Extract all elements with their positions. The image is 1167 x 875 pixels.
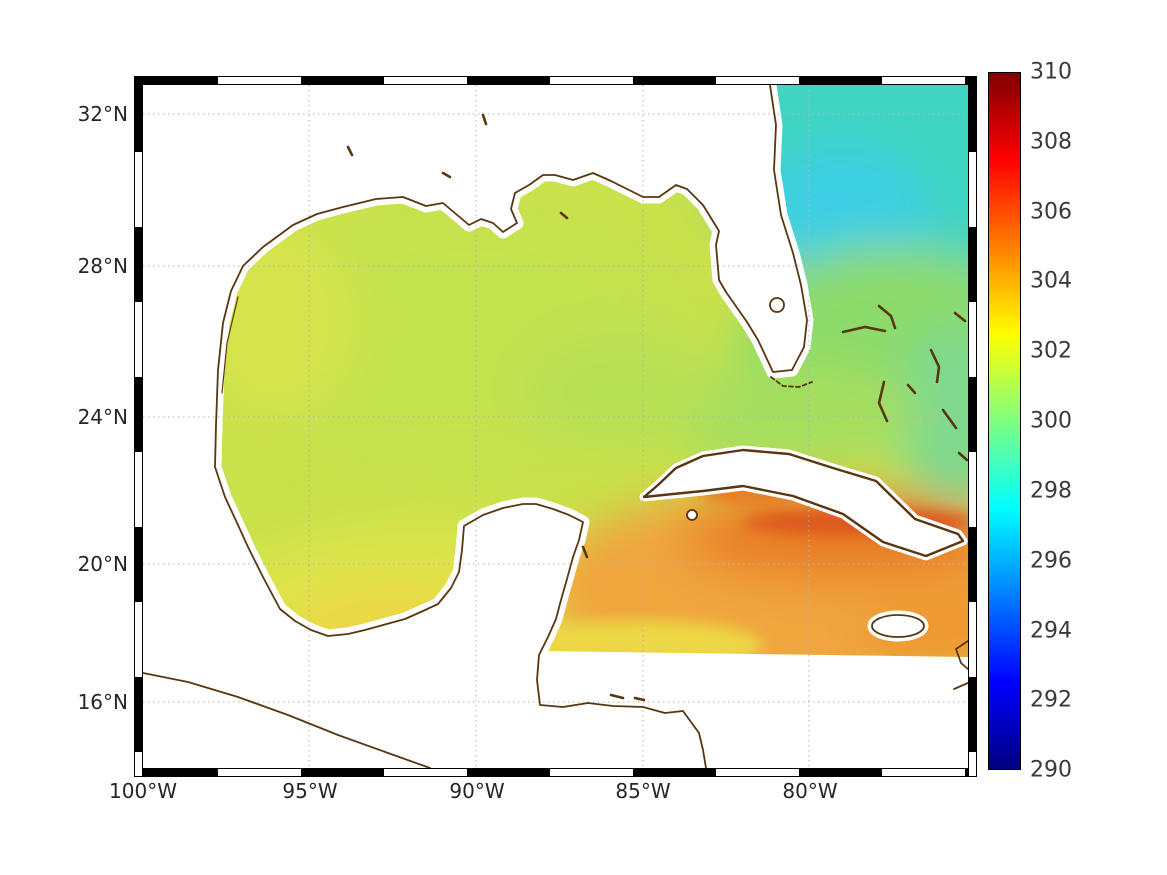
- colorbar-tick-290: 290: [1030, 757, 1072, 783]
- coastlines: [143, 85, 968, 768]
- colorbar-tick-298: 298: [1030, 478, 1072, 504]
- y-tick-32n: 32°N: [77, 102, 128, 126]
- field-straits-green: [658, 360, 918, 470]
- florida-keys: [770, 376, 813, 388]
- colorbar-tick-304: 304: [1030, 268, 1072, 294]
- map-frame-bottom: [134, 768, 977, 777]
- y-tick-24n: 24°N: [77, 405, 128, 429]
- hispaniola-edge: [953, 640, 968, 690]
- colorbar-tick-292: 292: [1030, 687, 1072, 713]
- colorbar-tick-302: 302: [1030, 338, 1072, 364]
- colorbar-tick-308: 308: [1030, 129, 1072, 155]
- y-tick-20n: 20°N: [77, 552, 128, 576]
- map-frame-left: [134, 76, 143, 777]
- colorbar-gradient: [988, 72, 1021, 770]
- field-loop-current: [528, 335, 718, 445]
- graticule: [143, 85, 968, 768]
- colorbar-tick-300: 300: [1030, 408, 1072, 434]
- map-canvas: [143, 85, 968, 768]
- isla-juventud: [686, 509, 698, 521]
- pacific-coastline: [143, 672, 431, 768]
- y-tick-16n: 16°N: [77, 690, 128, 714]
- colorbar-tick-306: 306: [1030, 199, 1072, 225]
- colorbar-tick-296: 296: [1030, 548, 1072, 574]
- jamaica-island: [871, 614, 925, 638]
- colorbar-tick-310: 310: [1030, 59, 1072, 85]
- field-right-green: [891, 325, 968, 505]
- x-tick-80w: 80°W: [782, 779, 838, 803]
- x-tick-90w: 90°W: [449, 779, 505, 803]
- y-tick-28n: 28°N: [77, 254, 128, 278]
- map-frame-right: [968, 76, 977, 777]
- mainland-coastline: [214, 85, 808, 768]
- x-tick-95w: 95°W: [282, 779, 338, 803]
- sst-field-svg: [143, 85, 968, 768]
- cuba-island: [642, 448, 965, 558]
- lake-okeechobee: [769, 297, 785, 313]
- x-tick-100w: 100°W: [109, 779, 177, 803]
- small-coastal-features: [346, 113, 646, 702]
- map-frame-top: [134, 76, 977, 85]
- x-tick-85w: 85°W: [615, 779, 671, 803]
- bahamas-islands: [841, 304, 968, 462]
- colorbar-tick-294: 294: [1030, 618, 1072, 644]
- texas-barrier-islands: [221, 296, 239, 394]
